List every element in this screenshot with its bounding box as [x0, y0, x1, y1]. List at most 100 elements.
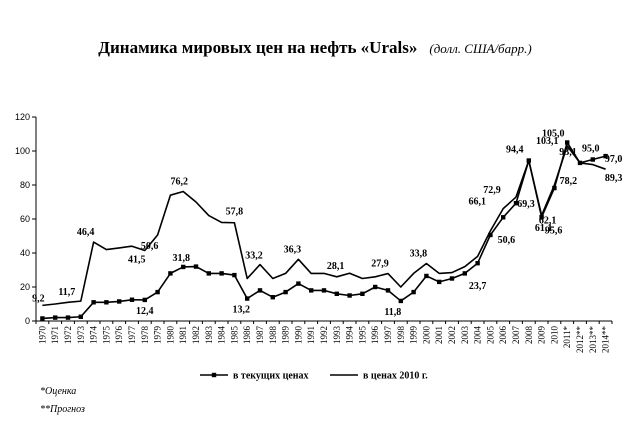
y-tick-label: 60: [20, 214, 30, 224]
data-label: 69,3: [517, 199, 535, 210]
data-point-marker: [245, 296, 250, 301]
chart-title: Динамика мировых цен на нефть «Urals»: [98, 38, 418, 57]
data-label: 28,1: [327, 261, 345, 272]
data-point-marker: [257, 288, 263, 293]
x-tick-label: 1975: [101, 326, 111, 345]
data-point-marker: [565, 140, 570, 145]
x-tick-label: 1980: [165, 326, 175, 345]
data-point-marker: [53, 315, 58, 320]
data-point-marker: [347, 293, 352, 298]
chart-subtitle: (долл. США/барр.): [429, 41, 532, 56]
data-point-marker: [40, 316, 45, 321]
x-tick-label: 1998: [396, 326, 406, 345]
data-label: 94,4: [506, 145, 524, 156]
data-label: 95,6: [545, 225, 563, 236]
footnote-estimate: *Оценка: [40, 386, 77, 397]
x-tick-label: 2011*: [562, 326, 572, 349]
data-point-marker: [513, 200, 519, 206]
x-tick-label: 1979: [153, 326, 163, 345]
data-point-marker: [270, 295, 275, 300]
x-tick-label: 1977: [127, 326, 137, 345]
data-point-marker: [142, 297, 147, 303]
data-label: 9,2: [32, 293, 45, 304]
x-tick-label: 1974: [89, 326, 99, 345]
data-label: 33,8: [410, 249, 428, 260]
x-tick-label: 1976: [114, 326, 124, 345]
x-tick-label: 2003: [460, 326, 470, 345]
data-point-marker: [193, 264, 199, 269]
x-tick-label: 1987: [255, 326, 265, 345]
x-tick-label: 1993: [332, 326, 342, 345]
data-point-marker: [65, 315, 71, 320]
y-tick-label: 40: [20, 248, 30, 258]
data-point-marker: [309, 288, 314, 293]
data-point-marker: [181, 264, 186, 270]
data-point-marker: [117, 299, 122, 304]
data-label: 76,2: [170, 176, 188, 187]
data-label: 72,9: [483, 185, 501, 196]
data-point-marker: [78, 314, 83, 319]
x-tick-label: 2004: [473, 326, 483, 345]
x-tick-label: 1986: [242, 326, 252, 345]
data-point-marker: [219, 271, 224, 276]
data-label: 66,1: [468, 197, 486, 208]
data-label: 33,2: [245, 251, 263, 262]
x-tick-label: 1971: [50, 326, 60, 344]
x-tick-label: 2002: [447, 326, 457, 344]
data-point-marker: [232, 272, 237, 278]
x-tick-label: 2001: [434, 326, 444, 344]
x-tick-label: 1972: [63, 326, 73, 344]
data-point-marker: [539, 214, 544, 220]
data-point-marker: [462, 271, 467, 276]
data-label: 11,7: [58, 287, 75, 298]
data-label: 50,6: [141, 241, 159, 252]
data-label: 62,1: [539, 215, 557, 226]
x-tick-label: 1991: [306, 326, 316, 344]
data-label: 41,5: [128, 254, 146, 265]
data-label: 13,2: [232, 305, 250, 316]
x-tick-label: 1973: [76, 326, 86, 345]
data-label: 57,8: [226, 207, 244, 218]
data-label: 36,3: [284, 244, 302, 255]
data-label: 31,8: [172, 253, 190, 264]
x-tick-label: 2007: [511, 326, 521, 345]
data-point-marker: [475, 261, 480, 266]
x-tick-label: 1981: [178, 326, 188, 344]
data-point-marker: [104, 300, 109, 305]
data-label: 61,1: [535, 223, 553, 234]
data-point-marker: [321, 288, 327, 293]
x-tick-label: 1970: [37, 326, 47, 345]
data-point-marker: [334, 291, 339, 296]
y-tick-label: 100: [15, 146, 30, 156]
x-tick-label: 1994: [345, 326, 355, 345]
x-tick-label: 1978: [140, 326, 150, 345]
x-tick-label: 1992: [319, 326, 329, 344]
x-tick-label: 1982: [191, 326, 201, 344]
x-tick-label: 1997: [383, 326, 393, 345]
data-point-marker: [437, 279, 442, 285]
x-tick-label: 2006: [498, 326, 508, 345]
chart-title-block: Динамика мировых цен на нефть «Urals» (д…: [0, 38, 630, 58]
data-point-marker: [360, 291, 365, 296]
x-tick-label: 2013**: [588, 326, 598, 354]
data-label: 97,0: [605, 154, 623, 165]
x-tick-label: 2014**: [601, 326, 611, 354]
x-tick-label: 1985: [229, 326, 239, 345]
x-tick-label: 2012**: [575, 326, 585, 354]
data-point-marker: [501, 215, 506, 220]
data-label: 93,1: [559, 147, 577, 158]
data-point-marker: [590, 157, 595, 162]
data-point-marker: [206, 271, 211, 276]
data-point-marker: [552, 185, 557, 191]
footnote-forecast: **Прогноз: [40, 404, 85, 415]
data-label: 46,4: [77, 227, 95, 238]
y-tick-label: 120: [15, 112, 30, 122]
chart-series: [40, 140, 608, 321]
data-label: 103,1: [536, 136, 559, 147]
data-point-marker: [603, 153, 608, 159]
data-point-marker: [283, 289, 288, 295]
data-label: 95,0: [582, 144, 600, 155]
x-tick-label: 2008: [524, 326, 534, 345]
data-point-marker: [373, 284, 378, 290]
x-tick-label: 1988: [268, 326, 278, 345]
